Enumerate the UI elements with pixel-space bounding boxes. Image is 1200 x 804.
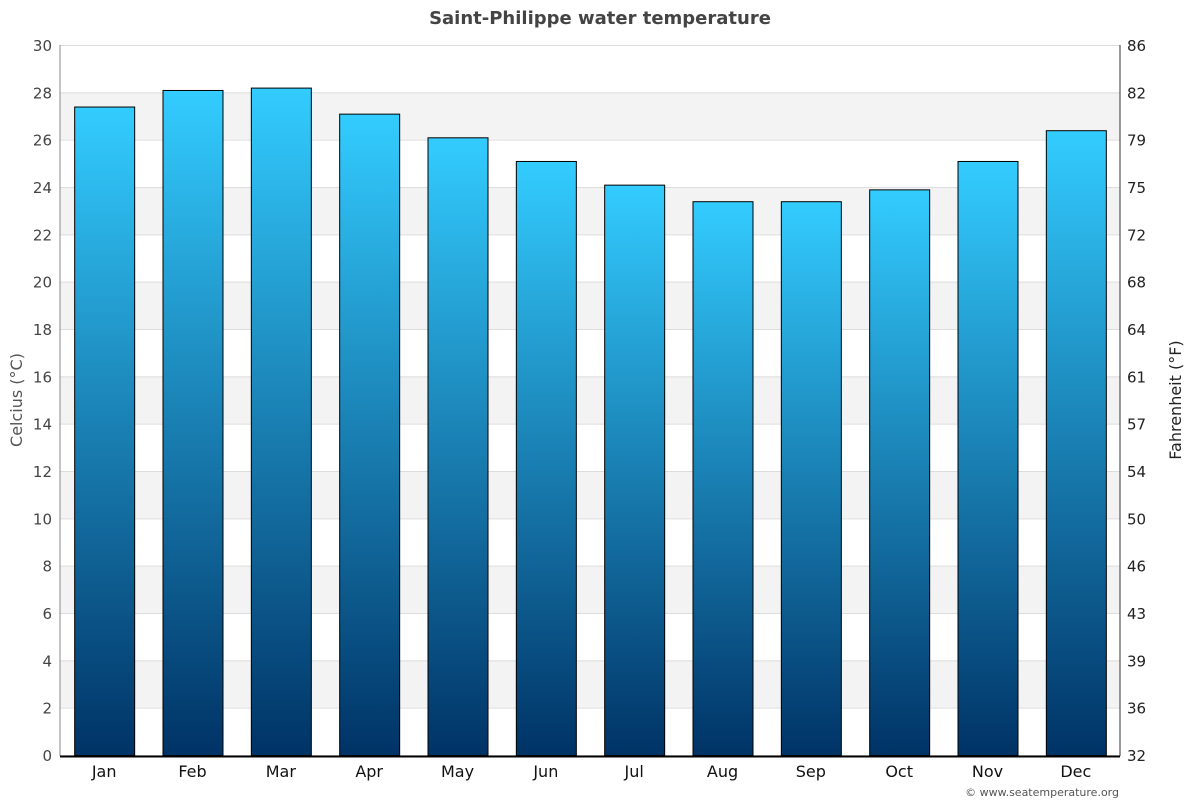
grid-band <box>60 92 1120 140</box>
y-tick-label: 18 <box>33 321 52 339</box>
y-tick-label: 0 <box>42 747 52 765</box>
y-tick-label-right: 68 <box>1127 274 1146 292</box>
y-tick-label-right: 86 <box>1127 37 1146 55</box>
y-tick-label: 12 <box>33 463 52 481</box>
y-tick-label-right: 46 <box>1127 558 1146 576</box>
y-tick-label-right: 54 <box>1127 463 1146 481</box>
y-tick-label: 2 <box>42 700 52 718</box>
y-axis-label-right: Fahrenheit (°F) <box>1166 340 1185 459</box>
x-tick-label: Feb <box>178 762 206 781</box>
y-tick-label-right: 75 <box>1127 179 1146 197</box>
grid-band <box>60 660 1120 708</box>
bar-sep <box>780 201 842 756</box>
y-tick-label-right: 36 <box>1127 700 1146 718</box>
y-axis-label-left: Celcius (°C) <box>7 353 26 447</box>
y-tick-label: 28 <box>33 84 52 102</box>
y-tick-label-right: 32 <box>1127 747 1146 765</box>
y-tick-label: 10 <box>33 510 52 528</box>
grid-band <box>60 187 1120 235</box>
x-tick-label: Sep <box>796 762 826 781</box>
grid-band <box>60 471 1120 519</box>
bar-dec <box>1045 130 1107 756</box>
y-tick-label: 6 <box>42 605 52 623</box>
y-tick-label: 20 <box>33 274 52 292</box>
y-tick-label-right: 79 <box>1127 132 1146 150</box>
x-tick-label: Jul <box>624 762 644 781</box>
y-tick-label: 8 <box>42 558 52 576</box>
x-tick-label: May <box>441 762 474 781</box>
grid-band <box>60 565 1120 613</box>
y-tick-label-right: 82 <box>1127 84 1146 102</box>
bar-aug <box>692 201 754 756</box>
chart-title: Saint-Philippe water temperature <box>429 8 771 29</box>
y-tick-label: 22 <box>33 226 52 244</box>
y-tick-label-right: 64 <box>1127 321 1146 339</box>
y-tick-label-right: 39 <box>1127 652 1146 670</box>
y-tick-label-right: 57 <box>1127 416 1146 434</box>
grid-band <box>60 376 1120 424</box>
x-tick-label: Jun <box>532 762 558 781</box>
bar-mar <box>250 87 312 757</box>
y-tick-label-right: 72 <box>1127 226 1146 244</box>
bar-apr <box>339 113 401 756</box>
bar-nov <box>957 160 1019 756</box>
x-tick-label: Apr <box>355 762 383 781</box>
credit: © www.seatemperature.org <box>965 786 1119 799</box>
y-tick-label: 14 <box>33 416 52 434</box>
bar-jul <box>604 184 666 756</box>
y-tick-label: 16 <box>33 368 52 386</box>
bar-oct <box>869 189 931 757</box>
x-tick-label: Aug <box>707 762 738 781</box>
y-tick-label: 26 <box>33 132 52 150</box>
bar-jan <box>74 106 136 757</box>
y-tick-label: 30 <box>33 37 52 55</box>
y-tick-label-right: 50 <box>1127 510 1146 528</box>
y-tick-label-right: 43 <box>1127 605 1146 623</box>
bar-may <box>427 137 489 757</box>
x-tick-label: Dec <box>1060 762 1091 781</box>
y-tick-label-right: 61 <box>1127 368 1146 386</box>
x-tick-label: Oct <box>885 762 913 781</box>
bar-jun <box>515 160 577 756</box>
x-tick-label: Jan <box>91 762 117 781</box>
x-tick-label: Nov <box>972 762 1003 781</box>
x-tick-label: Mar <box>266 762 297 781</box>
bar-feb <box>162 89 224 756</box>
y-tick-label: 4 <box>42 652 52 670</box>
y-tick-label: 24 <box>33 179 52 197</box>
grid-band <box>60 281 1120 329</box>
